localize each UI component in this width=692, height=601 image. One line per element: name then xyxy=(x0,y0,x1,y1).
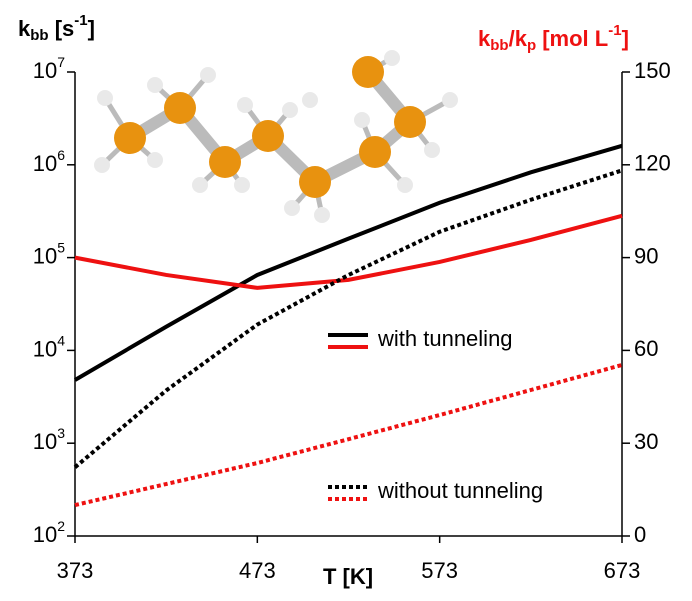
h-atom xyxy=(397,177,413,193)
h-atom xyxy=(237,97,253,113)
label-part: [s xyxy=(49,16,75,41)
h-atom xyxy=(97,90,113,106)
label-part: [mol L xyxy=(536,26,608,51)
tick-base: 10 xyxy=(33,58,57,83)
label-part: k xyxy=(18,16,31,41)
series-line xyxy=(75,216,622,288)
label-part: bb xyxy=(30,27,48,44)
y-tick-label: 107 xyxy=(33,54,65,83)
y2-tick-label: 60 xyxy=(634,336,658,361)
h-atom xyxy=(442,92,458,108)
c-atom xyxy=(352,56,384,88)
tick-exponent: 4 xyxy=(57,332,65,348)
tick-base: 10 xyxy=(33,151,57,176)
tick-base: 10 xyxy=(33,243,57,268)
legend-label: with tunneling xyxy=(377,326,513,351)
series-line xyxy=(75,146,622,380)
x-tick-label: 373 xyxy=(57,558,94,583)
h-atom xyxy=(234,177,250,193)
y-tick-label: 106 xyxy=(33,147,65,176)
label-part: p xyxy=(527,37,536,54)
y-tick-label: 104 xyxy=(33,332,65,361)
c-atom xyxy=(359,136,391,168)
h-atom xyxy=(384,50,400,66)
c-atom xyxy=(394,106,426,138)
y-tick-label: 105 xyxy=(33,239,65,268)
label-part: -1 xyxy=(74,12,87,29)
c-atom xyxy=(114,122,146,154)
y-tick-label: 102 xyxy=(33,518,65,547)
c-atom xyxy=(299,166,331,198)
molecule-illustration xyxy=(94,50,458,223)
y2-tick-label: 150 xyxy=(634,58,671,83)
page: {"chart_data": {"type": "line", "y_label… xyxy=(0,0,692,601)
h-atom xyxy=(200,67,216,83)
h-atom xyxy=(284,200,300,216)
y2-tick-label: 0 xyxy=(634,522,646,547)
tick-exponent: 7 xyxy=(57,54,65,70)
h-atom xyxy=(192,177,208,193)
h-atom xyxy=(424,142,440,158)
c-atom xyxy=(209,146,241,178)
tick-exponent: 2 xyxy=(57,518,65,534)
label-part: -1 xyxy=(608,22,621,39)
label-part: /k xyxy=(509,26,528,51)
tick-base: 10 xyxy=(33,336,57,361)
h-atom xyxy=(314,207,330,223)
h-atom xyxy=(147,152,163,168)
label-part: ] xyxy=(622,26,629,51)
tick-base: 10 xyxy=(33,522,57,547)
y2-label-parts: kbb/kp [mol L-1] xyxy=(478,22,629,54)
chart: 1021031041051061070306090120150373473573… xyxy=(0,0,692,596)
label-part: k xyxy=(478,26,491,51)
h-atom xyxy=(282,102,298,118)
x-tick-label: 573 xyxy=(421,558,458,583)
h-atom xyxy=(147,77,163,93)
y2-tick-label: 90 xyxy=(634,243,658,268)
h-atom xyxy=(302,92,318,108)
y-label-parts: kbb [s-1] xyxy=(18,12,95,44)
x-tick-label: 673 xyxy=(604,558,641,583)
tick-exponent: 5 xyxy=(57,239,65,255)
c-atom xyxy=(252,120,284,152)
x-tick-label: 473 xyxy=(239,558,276,583)
label-part: ] xyxy=(88,16,95,41)
h-atom xyxy=(354,112,370,128)
c-atom xyxy=(164,92,196,124)
y2-tick-label: 120 xyxy=(634,151,671,176)
tick-base: 10 xyxy=(33,429,57,454)
legend-label: without tunneling xyxy=(377,478,543,503)
y-tick-label: 103 xyxy=(33,425,65,454)
label-part: bb xyxy=(490,37,508,54)
series-line xyxy=(75,170,622,467)
x-axis-label: T [K] xyxy=(323,564,373,589)
tick-exponent: 6 xyxy=(57,147,65,163)
tick-exponent: 3 xyxy=(57,425,65,441)
y2-tick-label: 30 xyxy=(634,429,658,454)
h-atom xyxy=(94,157,110,173)
